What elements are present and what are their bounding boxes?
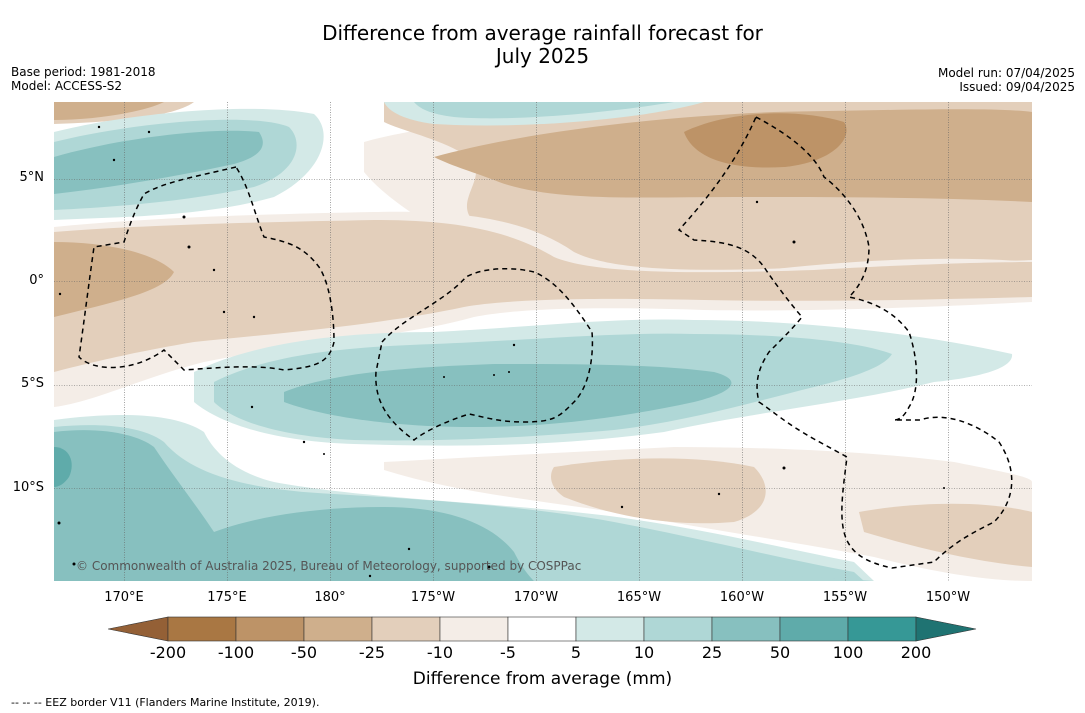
colorbar-tick-label: 5 <box>570 643 582 662</box>
colorbar-tick-label: -100 <box>217 643 255 662</box>
colorbar-over-arrow <box>915 616 977 642</box>
lon-label-170e: 170°E <box>104 590 144 605</box>
islands <box>57 125 945 578</box>
colorbar-swatch <box>439 616 509 642</box>
colorbar-swatch <box>507 616 577 642</box>
colorbar-swatch <box>303 616 373 642</box>
lat-label-10s: 10°S <box>12 480 44 495</box>
issued-date: Issued: 09/04/2025 <box>959 80 1075 94</box>
dry-region-topleft-strong <box>54 102 164 120</box>
lon-label-165w: 165°W <box>616 590 662 605</box>
wet-region-central-strong <box>284 364 732 427</box>
model-run: Model run: 07/04/2025 <box>937 66 1075 80</box>
colorbar-swatch <box>711 616 781 642</box>
eez-border-kiribati-gilbert <box>78 166 335 371</box>
colorbar-swatch <box>779 616 849 642</box>
lon-label-175e: 175°E <box>207 590 247 605</box>
metadata-right: Model run: 07/04/2025 Issued: 09/04/2025 <box>938 66 1075 94</box>
lon-label-175w: 175°W <box>410 590 456 605</box>
lon-label-155w: 155°W <box>822 590 868 605</box>
colorbar-tick-label: -5 <box>500 643 516 662</box>
model-name: Model: ACCESS-S2 <box>11 79 123 93</box>
wet-region-northwest-strong <box>54 130 263 194</box>
lon-label-160w: 160°W <box>719 590 765 605</box>
colorbar-tick-label: 10 <box>633 643 655 662</box>
dry-region-north-peak <box>684 113 847 168</box>
rainfall-anomaly-map <box>54 102 1032 581</box>
colorbar-tick-label: 50 <box>769 643 791 662</box>
colorbar-tick-label: -50 <box>290 643 318 662</box>
lat-label-5n: 5°N <box>19 170 45 185</box>
colorbar-title: Difference from average (mm) <box>412 669 673 689</box>
wet-region-topcenter-mid <box>414 102 674 119</box>
colorbar-swatch <box>643 616 713 642</box>
colorbar-swatch <box>167 616 237 642</box>
eez-border-phoenix <box>375 267 594 441</box>
eez-footnote: -- -- -- EEZ border V11 (Flanders Marine… <box>11 696 320 709</box>
lon-label-180: 180° <box>314 590 346 605</box>
title-line-2: July 2025 <box>495 44 590 68</box>
eez-borders <box>78 115 1013 569</box>
colorbar-swatch <box>371 616 441 642</box>
colorbar <box>108 616 977 642</box>
lon-label-150w: 150°W <box>925 590 971 605</box>
wet-region-southwest-strong <box>54 430 534 581</box>
lat-label-0: 0° <box>29 273 44 288</box>
colorbar-swatch <box>575 616 645 642</box>
lon-label-170w: 170°W <box>513 590 559 605</box>
colorbar-swatch <box>235 616 305 642</box>
lat-label-5s: 5°S <box>20 376 44 391</box>
colorbar-tick-label: -10 <box>426 643 454 662</box>
title-line-1: Difference from average rainfall forecas… <box>322 21 763 45</box>
colorbar-tick-label: 25 <box>701 643 723 662</box>
eez-border-line-islands <box>677 115 1013 569</box>
colorbar-tick-label: -25 <box>358 643 386 662</box>
colorbar-tick-label: -200 <box>149 643 187 662</box>
dry-region-equator-strong <box>54 242 174 317</box>
colorbar-tick-label: 200 <box>900 643 932 662</box>
colorbar-tick-label: 100 <box>832 643 864 662</box>
colorbar-swatch <box>847 616 917 642</box>
wet-region-south-strip <box>534 571 874 581</box>
dry-region-southeast-mid <box>551 458 766 524</box>
colorbar-under-arrow <box>108 616 169 642</box>
metadata-left: Base period: 1981-2018 Model: ACCESS-S2 <box>11 65 156 93</box>
dry-region-southeast-mid-2 <box>859 503 1032 567</box>
dry-region-equator-mid <box>54 220 1032 372</box>
map-title: Difference from average rainfall forecas… <box>0 22 1085 68</box>
base-period: Base period: 1981-2018 <box>11 65 156 79</box>
gridlines <box>54 102 1032 581</box>
copyright-notice: © Commonwealth of Australia 2025, Bureau… <box>76 559 582 573</box>
wet-region-southwest-peak <box>54 447 72 487</box>
